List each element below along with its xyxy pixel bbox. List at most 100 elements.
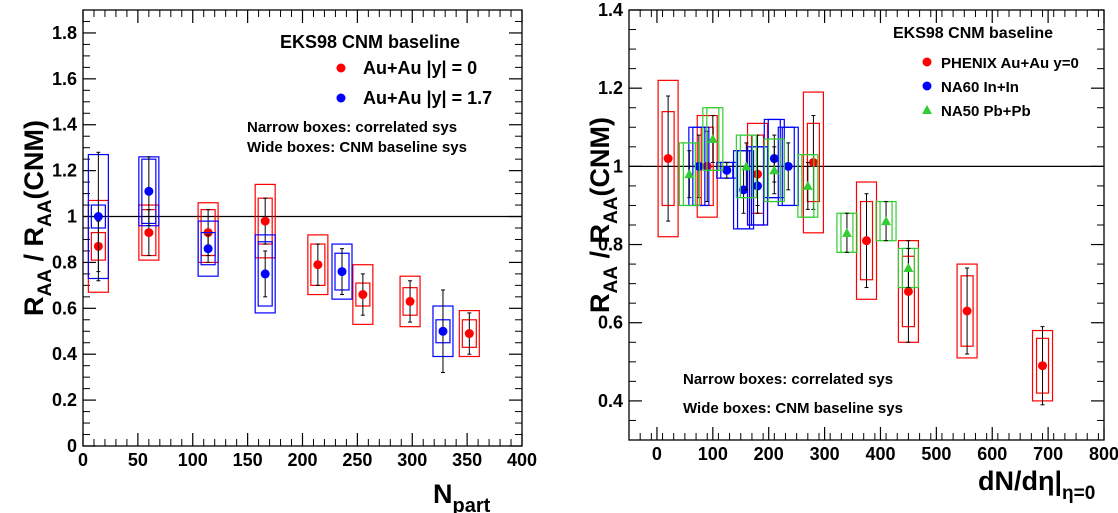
legend-marker [922, 57, 932, 67]
data-point-triangle [707, 134, 718, 143]
data-point [203, 244, 213, 254]
left-panel-npart: 0 50 100 150 200 250 300 350 400 0 0.2 0.4 0.6 0.8 1 1.… [19, 9, 537, 513]
x-tick-label: 300 [397, 450, 427, 470]
data-point [753, 181, 763, 191]
y-tick-label: 0.2 [52, 390, 77, 410]
y-tick-label: 1 [613, 156, 623, 176]
narrow-sys-box [739, 134, 753, 199]
narrow-sys-box [200, 231, 216, 266]
narrow-sys-box [736, 150, 751, 230]
wide-sys-box [458, 310, 480, 358]
y-tick-label: 1.4 [598, 0, 623, 20]
data-point [358, 290, 368, 300]
legend-entry-label: PHENIX Au+Au y=0 [941, 55, 1079, 72]
sys-box-note: Narrow boxes: correlated sys [683, 371, 893, 388]
legend-title: EKS98 CNM baseline [893, 25, 1053, 42]
y-axis-title: RAA / RAA(CNM) [19, 120, 56, 316]
y-tick-label: 0.4 [52, 344, 77, 364]
data-point-triangle [769, 165, 780, 175]
x-tick-label: 100 [698, 444, 728, 464]
wide-sys-box [802, 91, 825, 234]
x-axis-title: dN/dη|η=0 [978, 466, 1095, 504]
data-point [144, 186, 154, 196]
data-point-triangle [841, 227, 852, 237]
data-point-triangle [741, 161, 752, 171]
narrow-sys-box [257, 241, 273, 307]
data-point [93, 212, 103, 222]
data-point-triangle [802, 180, 813, 190]
x-tick-label: 100 [178, 450, 208, 470]
x-tick-label: 350 [452, 450, 482, 470]
data-point [337, 267, 347, 277]
data-point-triangle [903, 263, 914, 272]
legend-entry-label: NA50 Pb+Pb [941, 103, 1031, 120]
data-point [722, 165, 732, 175]
narrow-sys-box [706, 107, 720, 171]
wide-sys-box [657, 79, 679, 238]
data-point [405, 296, 415, 306]
sys-box-note: Wide boxes: CNM baseline sys [247, 139, 467, 156]
y-tick-label: 1 [67, 207, 77, 227]
data-point [862, 236, 871, 246]
x-tick-label: 400 [865, 444, 895, 464]
y-tick-label: 0.6 [52, 298, 77, 318]
x-tick-label: 500 [921, 444, 951, 464]
narrow-sys-box [682, 142, 696, 207]
legend-title: EKS98 CNM baseline [280, 32, 460, 52]
x-tick-label: 150 [233, 450, 263, 470]
data-point [313, 260, 323, 270]
sys-box-note: Wide boxes: CNM baseline sys [683, 400, 903, 417]
x-tick-label: 300 [810, 444, 840, 464]
wide-sys-box [307, 234, 329, 296]
legend-entry-label: NA60 In+In [941, 79, 1019, 96]
y-tick-label: 0.8 [598, 235, 623, 255]
data-point [144, 228, 154, 238]
y-tick-label: 0.4 [598, 391, 623, 411]
x-tick-label: 200 [287, 450, 317, 470]
y-tick-label: 0.8 [52, 252, 77, 272]
data-point [438, 326, 448, 336]
data-point [739, 185, 749, 195]
legend-marker [336, 63, 346, 73]
data-point [1038, 361, 1048, 371]
data-point [464, 329, 474, 339]
x-tick-label: 50 [128, 450, 148, 470]
data-point [260, 216, 270, 226]
narrow-sys-box [750, 146, 765, 226]
legend-entry-label: Au+Au |y| = 1.7 [363, 88, 492, 108]
narrow-sys-box [767, 138, 781, 203]
wide-sys-box [331, 243, 353, 300]
right-panel-dndeta: 0 100 200 300 400 500 600 700 800 0.4 0.6 0.8 1 1.2 1.… [585, 0, 1118, 504]
wide-sys-box [399, 275, 421, 328]
data-point-triangle [881, 216, 892, 226]
y-tick-label: 1.2 [52, 161, 77, 181]
legend-marker-triangle [922, 105, 932, 114]
x-tick-label: 400 [507, 450, 537, 470]
y-tick-label: 0.6 [598, 313, 623, 333]
x-tick-label: 600 [977, 444, 1007, 464]
y-tick-label: 1.2 [598, 78, 623, 98]
narrow-sys-box [801, 154, 815, 218]
wide-sys-box [352, 264, 374, 325]
legend-marker [336, 93, 346, 103]
y-axis-title: RAA / RAA(CNM) [585, 117, 622, 313]
x-tick-label: 200 [754, 444, 784, 464]
x-tick-label: 800 [1089, 444, 1118, 464]
narrow-sys-box [781, 126, 795, 207]
wide-sys-box [956, 263, 978, 359]
data-point [260, 269, 270, 279]
data-point [663, 154, 673, 164]
x-axis-title: Npart [433, 479, 491, 513]
x-tick-label: 250 [342, 450, 372, 470]
y-tick-label: 1.6 [52, 69, 77, 89]
x-tick-label: 0 [78, 450, 88, 470]
data-point [783, 161, 793, 171]
data-point [903, 286, 913, 296]
y-tick-label: 0 [67, 436, 77, 456]
data-point [962, 306, 972, 316]
wide-sys-box [254, 234, 276, 314]
legend-entry-label: Au+Au |y| = 0 [363, 58, 477, 78]
y-tick-label: 1.8 [52, 23, 77, 43]
sys-box-note: Narrow boxes: correlated sys [247, 119, 457, 136]
